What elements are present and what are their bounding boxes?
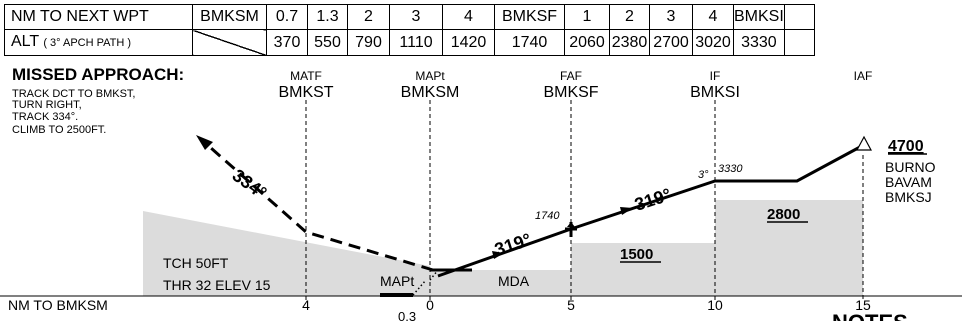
dist-tick: 4 [302, 297, 310, 313]
terrain-2800-block [715, 200, 863, 296]
fix-role-iaf: IAF [854, 69, 873, 83]
terrain-mda-block [430, 270, 571, 296]
iaf-fix-name: BMKSJ [885, 189, 932, 205]
fix-name-if: BMKSI [690, 84, 740, 101]
faf-cross-icon [565, 222, 577, 237]
fix-name-mapt: BMKSM [401, 84, 460, 101]
nm-cell: 4 [442, 4, 495, 30]
missed-approach-line: TRACK DCT TO BMKST, [12, 88, 135, 100]
fix-name-faf: BMKSF [543, 84, 598, 101]
nm-cell: 4 [692, 4, 734, 30]
nm-cell: 3 [649, 4, 693, 30]
alt-cell: 1420 [442, 29, 495, 56]
fix-role-matf: MATF [290, 69, 322, 83]
tch-label: TCH 50FT [163, 255, 229, 271]
notes-heading: NOTES [832, 310, 908, 321]
iaf-fix-name: BAVAM [885, 174, 932, 190]
dist-tick: 10 [707, 297, 723, 313]
dist-03-label: 0.3 [398, 309, 416, 321]
alt-label-sub: ( 3° APCH PATH ) [43, 37, 132, 49]
missed-approach-line: TURN RIGHT, [12, 99, 82, 111]
approach-path [437, 145, 861, 278]
alt-cell: 2700 [649, 29, 693, 56]
mapt-label: MAPt [380, 273, 414, 289]
distance-altitude-table: NM TO NEXT WPT BMKSM 0.7 1.3 2 3 4 BMKSF… [4, 4, 815, 56]
fix-name-matf: BMKST [278, 84, 333, 101]
track-334-label: 334° [229, 165, 271, 203]
fix-role-mapt: MAPt [415, 69, 445, 83]
mapt-dotted [412, 279, 427, 296]
dist-tick: 5 [567, 297, 575, 313]
alt-cell [783, 29, 815, 56]
alt-cell: 370 [266, 29, 308, 56]
msa-1500-label: 1500 [620, 246, 653, 263]
alt-cell: 2060 [564, 29, 610, 56]
approach-arrow-1 [492, 251, 504, 259]
nm-cell: BMKSM [192, 4, 267, 30]
iaf-altitude: 4700 [888, 138, 924, 155]
missed-approach-path [202, 139, 434, 272]
mda-label: MDA [498, 273, 530, 289]
alt-cell: 2380 [609, 29, 650, 56]
missed-approach-arrowhead [196, 135, 213, 150]
missed-approach-title: MISSED APPROACH: [12, 65, 184, 84]
alt-cell: 550 [307, 29, 348, 56]
alt-1740-label: 1740 [535, 210, 560, 222]
alt-cell: 1740 [494, 29, 565, 56]
alt-3330-label: 3330 [718, 163, 743, 175]
terrain-slope [143, 211, 430, 296]
nm-row-label: NM TO NEXT WPT [4, 4, 193, 30]
nm-cell: BMKSI [733, 4, 785, 30]
iaf-triangle-icon [855, 135, 873, 151]
fix-role-faf: FAF [560, 69, 582, 83]
track-319-label: 319° [632, 184, 674, 215]
iaf-fix-name: BURNO [885, 159, 936, 175]
approach-arrow-2 [620, 207, 633, 215]
missed-approach-line: CLIMB TO 2500FT. [12, 124, 106, 136]
fix-role-if: IF [710, 69, 721, 83]
missed-approach-line: TRACK 334°. [12, 111, 78, 123]
alt-label-main: ALT [11, 33, 39, 50]
alt-cell: 3020 [692, 29, 734, 56]
alt-row-label: ALT ( 3° APCH PATH ) [4, 29, 193, 56]
dist-tick: 15 [855, 297, 871, 313]
thr-label: THR 32 ELEV 15 [163, 277, 271, 293]
nm-cell [783, 4, 815, 30]
dist-tick: 0 [426, 297, 434, 313]
terrain-1500-block [571, 243, 715, 296]
msa-2800-label: 2800 [767, 206, 800, 223]
alt-row: ALT ( 3° APCH PATH ) 370 550 790 1110 14… [4, 29, 815, 56]
track-319-label: 319° [492, 229, 534, 260]
mapt-bar [380, 293, 413, 297]
dist-axis-label: NM TO BMKSM [8, 297, 108, 313]
path-angle-label: 3° [698, 169, 709, 181]
nm-cell: 1.3 [307, 4, 348, 30]
alt-cell: 1110 [389, 29, 443, 56]
